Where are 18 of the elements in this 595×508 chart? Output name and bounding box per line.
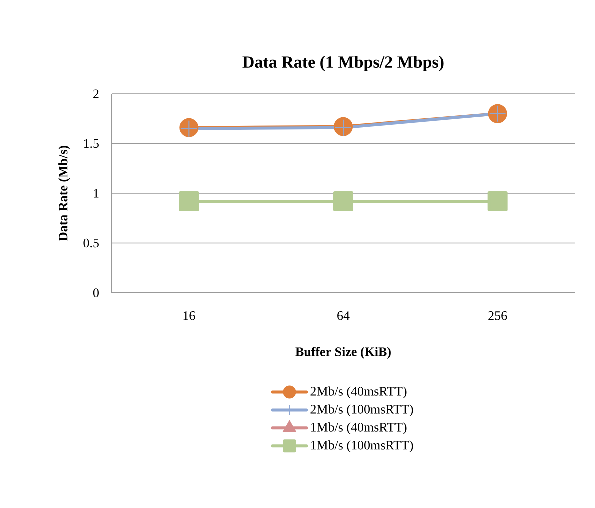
x-tick-label: 16 [184,312,196,320]
x-tick-label: 64 [338,312,350,320]
chart-title: Data Rate (1 Mbps/2 Mbps) [242,56,444,72]
y-tick-label: 0.5 [84,238,99,248]
point [179,191,200,212]
legend-label: 1Mb/s (40msRTT) [311,422,407,434]
point [334,191,354,212]
x-tick-label: 256 [488,312,508,320]
y-tick-label: 1 [94,189,99,198]
y-axis-title: Data Rate (Mb/s) [58,146,70,242]
x-axis-title: Buffer Size (KiB) [296,347,391,360]
point [488,191,508,212]
y-tick-label: 0 [93,288,99,298]
y-tick-label: 2 [94,90,99,98]
legend-label: 2Mb/s (100msRTT) [310,404,414,416]
legend-label: 1Mb/s (100msRTT) [311,440,414,452]
legend-label: 2Mb/s (40msRTT) [310,386,407,399]
y-tick-label: 1.5 [84,139,99,148]
